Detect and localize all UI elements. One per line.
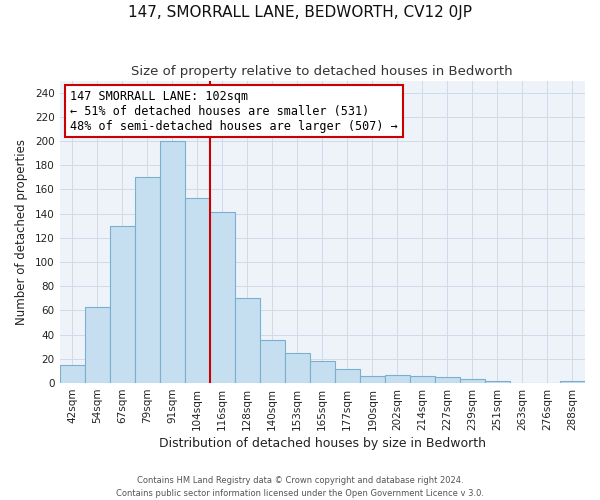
Bar <box>560 380 585 383</box>
Bar <box>160 141 185 383</box>
Text: Contains HM Land Registry data © Crown copyright and database right 2024.
Contai: Contains HM Land Registry data © Crown c… <box>116 476 484 498</box>
Bar <box>360 376 385 383</box>
Bar <box>209 212 235 383</box>
Bar <box>460 380 485 383</box>
Title: Size of property relative to detached houses in Bedworth: Size of property relative to detached ho… <box>131 65 513 78</box>
Bar <box>485 380 510 383</box>
Bar <box>410 376 435 383</box>
Text: 147, SMORRALL LANE, BEDWORTH, CV12 0JP: 147, SMORRALL LANE, BEDWORTH, CV12 0JP <box>128 5 472 20</box>
Bar <box>59 365 85 383</box>
Bar <box>235 298 260 383</box>
Bar <box>335 368 360 383</box>
Bar <box>260 340 285 383</box>
Y-axis label: Number of detached properties: Number of detached properties <box>15 139 28 325</box>
Bar <box>310 362 335 383</box>
X-axis label: Distribution of detached houses by size in Bedworth: Distribution of detached houses by size … <box>159 437 486 450</box>
Bar <box>134 178 160 383</box>
Bar <box>285 353 310 383</box>
Bar <box>435 377 460 383</box>
Bar <box>110 226 134 383</box>
Bar <box>85 307 110 383</box>
Bar <box>385 374 410 383</box>
Bar <box>185 198 209 383</box>
Text: 147 SMORRALL LANE: 102sqm
← 51% of detached houses are smaller (531)
48% of semi: 147 SMORRALL LANE: 102sqm ← 51% of detac… <box>70 90 398 132</box>
